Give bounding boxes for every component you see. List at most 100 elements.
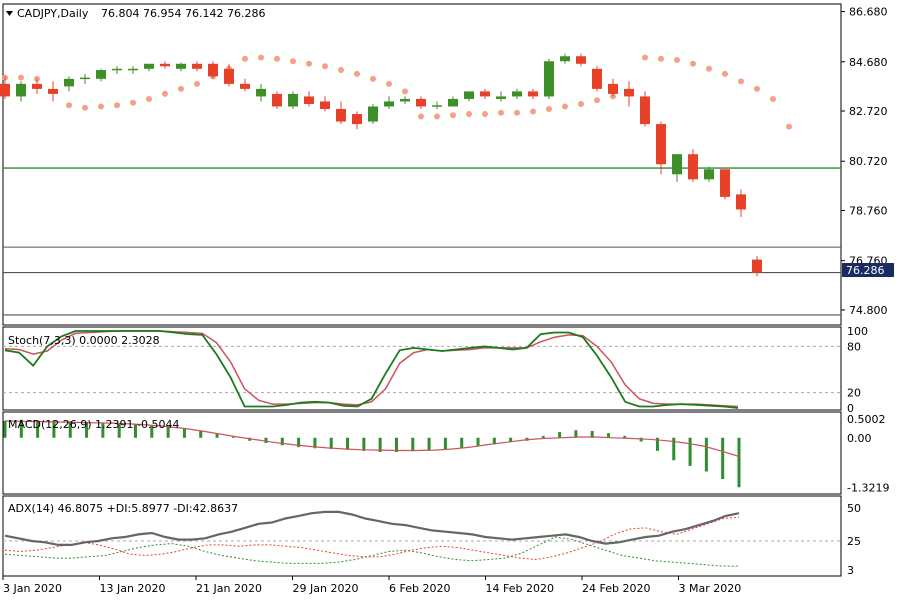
candle-bearish[interactable] — [592, 68, 602, 89]
candle-bearish[interactable] — [736, 194, 746, 210]
adx-series-layer — [3, 510, 841, 567]
axis-layer: 86.68084.68082.72080.72078.76076.76074.8… — [2, 6, 889, 595]
current-price-label: 76.286 — [846, 264, 885, 277]
stoch-panel[interactable] — [2, 326, 842, 411]
stoch-tick-label: 100 — [847, 325, 868, 338]
sar-dot — [546, 105, 552, 112]
macd-hist-bar — [264, 437, 268, 443]
macd-hist-bar — [623, 435, 627, 438]
macd-hist-bar — [672, 437, 676, 461]
candle-bearish[interactable] — [416, 98, 426, 107]
candle-bearish[interactable] — [336, 108, 346, 122]
candle-bullish[interactable] — [176, 63, 186, 69]
macd-panel[interactable] — [2, 411, 842, 495]
sar-dot — [770, 95, 776, 102]
sar-dot — [706, 65, 712, 72]
candle-bullish[interactable] — [496, 96, 506, 99]
candle-bearish[interactable] — [320, 101, 330, 109]
sar-dot — [194, 80, 200, 87]
time-tick-label: 3 Jan 2020 — [3, 582, 62, 595]
sar-dot — [242, 55, 248, 62]
candle-bearish[interactable] — [192, 63, 202, 69]
sar-dot — [82, 104, 88, 111]
candle-bearish[interactable] — [32, 83, 42, 89]
candle-bearish[interactable] — [640, 96, 650, 125]
symbol-dropdown-icon[interactable] — [6, 11, 13, 16]
candle-bullish[interactable] — [256, 88, 266, 97]
candle-bearish[interactable] — [352, 114, 362, 125]
candle-bullish[interactable] — [144, 63, 154, 69]
candle-bearish[interactable] — [576, 56, 586, 64]
sar-dot — [354, 70, 360, 77]
candle-bullish[interactable] — [560, 56, 570, 62]
candle-bullish[interactable] — [400, 98, 410, 102]
candle-bearish[interactable] — [688, 154, 698, 180]
candle-bullish[interactable] — [448, 98, 458, 107]
candle-bearish[interactable] — [752, 259, 762, 273]
symbol-label[interactable]: CADJPY,Daily — [17, 7, 89, 20]
macd-hist-bar — [655, 437, 659, 451]
candle-bullish[interactable] — [384, 101, 394, 107]
candle-bullish[interactable] — [128, 68, 138, 71]
macd-tick-label: 0.00 — [847, 432, 872, 445]
candle-bullish[interactable] — [672, 154, 682, 175]
price-tick-label: 86.680 — [849, 6, 888, 19]
candle-bullish[interactable] — [544, 61, 554, 97]
candle-bearish[interactable] — [48, 88, 58, 94]
candle-bearish[interactable] — [304, 96, 314, 104]
macd-hist-bar — [85, 422, 89, 438]
candle-bullish[interactable] — [16, 83, 26, 97]
candle-bullish[interactable] — [512, 91, 522, 97]
candle-bullish[interactable] — [432, 105, 442, 107]
sar-dot — [130, 99, 136, 106]
adx-tick-label: 50 — [847, 502, 861, 515]
sar-dot — [466, 111, 472, 118]
adx-plus-di-line — [4, 536, 739, 567]
candle-bullish[interactable] — [112, 68, 122, 71]
adx-panel[interactable] — [2, 495, 842, 577]
sar-dot — [258, 54, 264, 61]
sar-dot — [786, 123, 792, 130]
stoch-tick-label: 20 — [847, 387, 861, 400]
candle-bullish[interactable] — [368, 106, 378, 122]
macd-hist-bar — [166, 426, 170, 438]
candle-bearish[interactable] — [720, 169, 730, 197]
candle-bearish[interactable] — [656, 124, 666, 165]
candle-bearish[interactable] — [480, 91, 490, 97]
candle-bullish[interactable] — [288, 93, 298, 107]
sar-dot — [18, 74, 24, 81]
time-tick-label: 29 Jan 2020 — [293, 582, 359, 595]
candle-bullish[interactable] — [704, 169, 714, 180]
candle-bullish[interactable] — [96, 70, 106, 79]
macd-hist-bar — [362, 437, 366, 451]
macd-hist-bar — [737, 437, 741, 488]
macd-hist-bar — [117, 423, 121, 438]
candle-bearish[interactable] — [272, 93, 282, 107]
candle-bearish[interactable] — [0, 83, 10, 97]
sar-dot — [402, 88, 408, 95]
candle-bearish[interactable] — [528, 91, 538, 97]
sar-dot — [386, 80, 392, 87]
candle-bullish[interactable] — [80, 77, 90, 80]
candle-bearish[interactable] — [208, 63, 218, 77]
candle-bearish[interactable] — [160, 63, 170, 67]
macd-hist-bar — [476, 437, 480, 446]
candle-bullish[interactable] — [464, 91, 474, 99]
candle-bullish[interactable] — [64, 78, 74, 87]
time-tick-label: 14 Feb 2020 — [486, 582, 554, 595]
price-panel[interactable] — [2, 3, 842, 326]
candle-bearish[interactable] — [624, 88, 634, 97]
candle-bearish[interactable] — [608, 83, 618, 94]
price-tick-label: 74.800 — [849, 304, 888, 317]
macd-hist-bar — [68, 421, 72, 438]
candle-bearish[interactable] — [224, 68, 234, 84]
macd-hist-bar — [541, 435, 545, 438]
sar-dot — [754, 85, 760, 92]
macd-hist-bar — [704, 437, 708, 472]
adx-label: ADX(14) 46.8075 +DI:5.8977 -DI:42.8637 — [8, 502, 238, 515]
current-price-tag — [842, 263, 894, 277]
candle-bearish[interactable] — [240, 83, 250, 89]
macd-hist-bar — [460, 437, 464, 448]
time-tick-label: 21 Jan 2020 — [196, 582, 262, 595]
